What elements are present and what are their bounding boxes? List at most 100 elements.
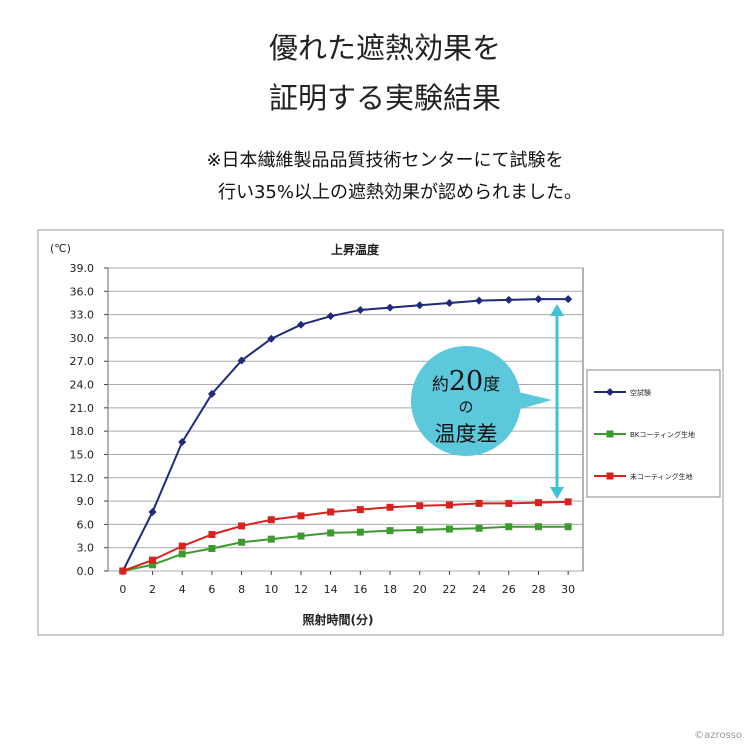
title-line: 優れた遮熱効果を	[269, 31, 501, 65]
marker	[208, 530, 216, 538]
marker	[149, 561, 157, 569]
marker	[606, 472, 614, 480]
y-tick-label: 3.0	[77, 542, 95, 555]
marker	[148, 507, 157, 516]
x-tick-label: 24	[472, 583, 486, 596]
marker	[356, 528, 364, 536]
marker	[356, 305, 365, 314]
marker	[296, 320, 305, 329]
annotation-part: 度	[483, 375, 500, 395]
series-line	[122, 525, 569, 572]
marker	[149, 556, 157, 564]
y-tick-label: 39.0	[70, 262, 95, 275]
marker	[445, 298, 454, 307]
y-tick-label: 12.0	[70, 472, 95, 485]
series-line	[121, 298, 569, 572]
x-tick-label: 8	[238, 583, 245, 596]
marker	[386, 303, 395, 312]
marker	[415, 301, 424, 310]
y-tick-label: 18.0	[70, 425, 95, 438]
marker	[534, 523, 542, 531]
legend-label: BKコーティング生地	[630, 430, 695, 439]
marker	[238, 522, 246, 530]
y-tick-label: 6.0	[77, 518, 95, 531]
y-tick-label: 24.0	[70, 379, 95, 392]
arrow-head	[550, 487, 564, 499]
annotation-part: 約	[432, 375, 449, 395]
annotation: の	[458, 398, 473, 416]
x-tick-label: 14	[324, 583, 338, 596]
marker	[504, 295, 513, 304]
marker	[534, 295, 543, 304]
marker	[327, 529, 335, 537]
marker	[119, 567, 127, 575]
marker	[505, 523, 513, 531]
x-tick-label: 2	[149, 583, 156, 596]
annotation: 温度差	[435, 422, 498, 446]
y-tick-label: 36.0	[70, 285, 95, 298]
watermark: ©azrosso	[694, 730, 742, 741]
marker	[237, 356, 246, 365]
marker	[534, 499, 542, 507]
marker	[178, 438, 187, 447]
marker	[445, 525, 453, 533]
marker	[564, 498, 572, 506]
x-tick-label: 20	[413, 583, 427, 596]
marker	[326, 312, 335, 321]
marker	[445, 501, 453, 509]
y-tick-label: 30.0	[70, 332, 95, 345]
marker	[178, 550, 186, 558]
y-tick-label: 21.0	[70, 402, 95, 415]
marker	[416, 502, 424, 510]
marker	[564, 295, 573, 304]
marker	[267, 516, 275, 524]
marker	[386, 503, 394, 511]
y-tick-label: 15.0	[70, 448, 95, 461]
annotation-part: 20	[449, 366, 483, 397]
series-line	[122, 500, 569, 572]
marker	[297, 532, 305, 540]
marker	[505, 499, 513, 507]
marker	[606, 430, 614, 438]
marker	[475, 296, 484, 305]
x-tick-label: 6	[208, 583, 215, 596]
x-tick-label: 4	[179, 583, 186, 596]
title-line: 証明する実験結果	[269, 81, 501, 115]
marker	[386, 527, 394, 535]
marker	[238, 538, 246, 546]
annotation: 約20度	[432, 366, 500, 397]
marker	[416, 526, 424, 534]
x-tick-label: 28	[531, 583, 545, 596]
marker	[356, 506, 364, 514]
x-tick-label: 26	[502, 583, 516, 596]
bubble	[411, 346, 521, 456]
marker	[564, 523, 572, 531]
y-tick-label: 33.0	[70, 309, 95, 322]
marker	[475, 524, 483, 532]
marker	[475, 499, 483, 507]
y-tick-label: 9.0	[77, 495, 95, 508]
arrow-head	[550, 304, 564, 316]
marker	[267, 334, 276, 343]
y-tick-label: 27.0	[70, 355, 95, 368]
x-tick-label: 18	[383, 583, 397, 596]
marker	[327, 508, 335, 516]
marker	[207, 389, 216, 398]
x-tick-label: 22	[442, 583, 456, 596]
legend-label: 空試験	[630, 388, 651, 397]
x-tick-label: 0	[119, 583, 126, 596]
marker	[178, 542, 186, 550]
x-tick-label: 16	[353, 583, 367, 596]
marker	[606, 388, 614, 396]
y-tick-label: 0.0	[77, 565, 95, 578]
marker	[267, 535, 275, 543]
x-axis-label: 照射時間(分)	[303, 612, 374, 627]
legend-label: 未コーティング生地	[630, 472, 693, 481]
marker	[297, 512, 305, 520]
chart-title: 上昇温度	[331, 242, 380, 257]
note-line: ※日本繊維製品品質技術センターにて試験を	[206, 150, 563, 171]
x-tick-label: 30	[561, 583, 575, 596]
x-tick-label: 12	[294, 583, 308, 596]
marker	[208, 544, 216, 552]
